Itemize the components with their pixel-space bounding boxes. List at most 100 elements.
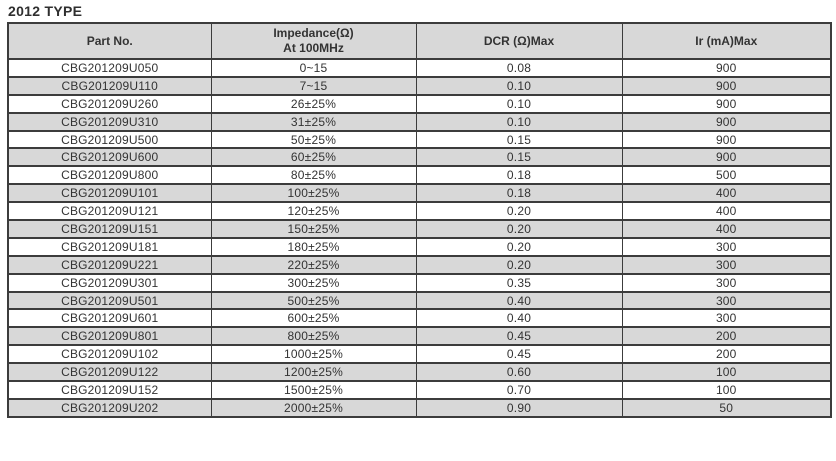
impedance-cell: 60±25% <box>210 147 417 168</box>
part-no-cell: CBG201209U152 <box>7 380 212 400</box>
ir-cell: 200 <box>621 344 832 365</box>
table-row: CBG201209U152 1500±25% 0.70 100 <box>7 380 832 400</box>
part-no-cell: CBG201209U601 <box>7 308 212 329</box>
ir-cell: 900 <box>621 111 832 132</box>
part-no-cell: CBG201209U600 <box>7 147 212 168</box>
dcr-cell: 0.20 <box>415 254 623 275</box>
table-row: CBG201209U122 1200±25% 0.60 100 <box>7 362 832 383</box>
impedance-cell: 150±25% <box>210 219 417 239</box>
dcr-cell: 0.20 <box>415 219 623 239</box>
table-row: CBG201209U050 0~15 0.08 900 <box>7 58 832 78</box>
ir-cell: 900 <box>621 75 832 96</box>
part-no-cell: CBG201209U122 <box>7 362 212 383</box>
table-row: CBG201209U181 180±25% 0.20 300 <box>7 236 832 257</box>
table-row: CBG201209U310 31±25% 0.10 900 <box>7 111 832 132</box>
header-row: Part No. Impedance(Ω) At 100MHz DCR (Ω)M… <box>7 22 832 60</box>
dcr-cell: 0.90 <box>415 397 623 418</box>
column-header-impedance-line1: Impedance(Ω) <box>273 26 354 40</box>
ir-cell: 300 <box>621 308 832 329</box>
dcr-cell: 0.10 <box>415 111 623 132</box>
dcr-cell: 0.10 <box>415 75 623 96</box>
dcr-cell: 0.70 <box>415 380 623 400</box>
impedance-cell: 0~15 <box>210 58 417 78</box>
dcr-cell: 0.18 <box>415 165 623 186</box>
dcr-cell: 0.60 <box>415 362 623 383</box>
impedance-cell: 1500±25% <box>210 380 417 400</box>
column-header-impedance-line2: At 100MHz <box>283 41 344 55</box>
ir-cell: 500 <box>621 165 832 186</box>
impedance-cell: 120±25% <box>210 201 417 222</box>
ir-cell: 300 <box>621 272 832 293</box>
table-row: CBG201209U260 26±25% 0.10 900 <box>7 93 832 114</box>
dcr-cell: 0.35 <box>415 272 623 293</box>
part-no-cell: CBG201209U800 <box>7 165 212 186</box>
column-header-part-no: Part No. <box>7 22 212 60</box>
part-no-cell: CBG201209U221 <box>7 254 212 275</box>
column-header-dcr: DCR (Ω)Max <box>415 22 623 60</box>
impedance-cell: 500±25% <box>210 290 417 311</box>
part-no-cell: CBG201209U181 <box>7 236 212 257</box>
part-no-cell: CBG201209U121 <box>7 201 212 222</box>
table-row: CBG201209U501 500±25% 0.40 300 <box>7 290 832 311</box>
table-row: CBG201209U801 800±25% 0.45 200 <box>7 326 832 347</box>
table-header: Part No. Impedance(Ω) At 100MHz DCR (Ω)M… <box>7 22 832 60</box>
impedance-cell: 26±25% <box>210 93 417 114</box>
ir-cell: 900 <box>621 93 832 114</box>
impedance-cell: 800±25% <box>210 326 417 347</box>
ir-cell: 100 <box>621 380 832 400</box>
dcr-cell: 0.40 <box>415 308 623 329</box>
ir-cell: 200 <box>621 326 832 347</box>
impedance-cell: 7~15 <box>210 75 417 96</box>
impedance-cell: 180±25% <box>210 236 417 257</box>
column-header-ir: Ir (mA)Max <box>621 22 832 60</box>
ir-cell: 400 <box>621 183 832 204</box>
part-no-cell: CBG201209U102 <box>7 344 212 365</box>
column-header-impedance: Impedance(Ω) At 100MHz <box>210 22 417 60</box>
dcr-cell: 0.15 <box>415 147 623 168</box>
dcr-cell: 0.10 <box>415 93 623 114</box>
dcr-cell: 0.45 <box>415 326 623 347</box>
ir-cell: 400 <box>621 219 832 239</box>
ir-cell: 400 <box>621 201 832 222</box>
ir-cell: 900 <box>621 147 832 168</box>
part-no-cell: CBG201209U501 <box>7 290 212 311</box>
part-no-cell: CBG201209U101 <box>7 183 212 204</box>
dcr-cell: 0.08 <box>415 58 623 78</box>
part-no-cell: CBG201209U301 <box>7 272 212 293</box>
ir-cell: 300 <box>621 254 832 275</box>
part-no-cell: CBG201209U500 <box>7 129 212 150</box>
ir-cell: 50 <box>621 397 832 418</box>
ir-cell: 300 <box>621 236 832 257</box>
part-no-cell: CBG201209U310 <box>7 111 212 132</box>
impedance-cell: 100±25% <box>210 183 417 204</box>
impedance-cell: 31±25% <box>210 111 417 132</box>
impedance-cell: 50±25% <box>210 129 417 150</box>
part-no-cell: CBG201209U050 <box>7 58 212 78</box>
part-no-cell: CBG201209U151 <box>7 219 212 239</box>
impedance-cell: 600±25% <box>210 308 417 329</box>
impedance-cell: 1000±25% <box>210 344 417 365</box>
impedance-cell: 220±25% <box>210 254 417 275</box>
dcr-cell: 0.20 <box>415 236 623 257</box>
table-row: CBG201209U500 50±25% 0.15 900 <box>7 129 832 150</box>
impedance-cell: 2000±25% <box>210 397 417 418</box>
part-no-cell: CBG201209U202 <box>7 397 212 418</box>
table-row: CBG201209U601 600±25% 0.40 300 <box>7 308 832 329</box>
dcr-cell: 0.20 <box>415 201 623 222</box>
table-row: CBG201209U151 150±25% 0.20 400 <box>7 219 832 239</box>
dcr-cell: 0.18 <box>415 183 623 204</box>
table-row: CBG201209U110 7~15 0.10 900 <box>7 75 832 96</box>
spec-table: Part No. Impedance(Ω) At 100MHz DCR (Ω)M… <box>7 22 832 418</box>
table-body: CBG201209U050 0~15 0.08 900 CBG201209U110 7~1… <box>7 58 832 418</box>
table-row: CBG201209U101 100±25% 0.18 400 <box>7 183 832 204</box>
impedance-cell: 80±25% <box>210 165 417 186</box>
impedance-cell: 300±25% <box>210 272 417 293</box>
ir-cell: 900 <box>621 58 832 78</box>
impedance-cell: 1200±25% <box>210 362 417 383</box>
page-title: 2012 TYPE <box>8 3 83 19</box>
part-no-cell: CBG201209U110 <box>7 75 212 96</box>
dcr-cell: 0.15 <box>415 129 623 150</box>
table-row: CBG201209U121 120±25% 0.20 400 <box>7 201 832 222</box>
table-row: CBG201209U600 60±25% 0.15 900 <box>7 147 832 168</box>
